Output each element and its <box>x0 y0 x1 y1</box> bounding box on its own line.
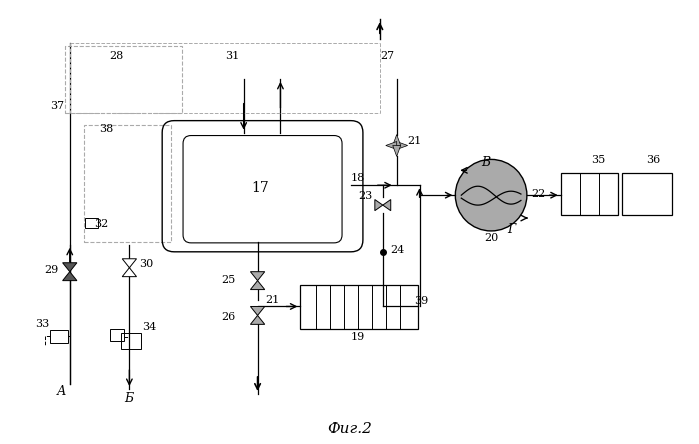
Polygon shape <box>393 146 401 156</box>
Text: 22: 22 <box>532 189 546 199</box>
Text: Г: Г <box>507 223 515 237</box>
Text: 35: 35 <box>591 155 605 165</box>
Text: 18: 18 <box>351 173 365 183</box>
Text: 30: 30 <box>139 259 153 269</box>
Bar <box>301 285 417 329</box>
Polygon shape <box>250 281 265 289</box>
Bar <box>84 125 171 242</box>
Text: 26: 26 <box>222 313 236 322</box>
Text: 19: 19 <box>351 332 365 342</box>
Text: 39: 39 <box>415 297 428 306</box>
Bar <box>561 173 619 215</box>
Polygon shape <box>383 199 391 210</box>
Polygon shape <box>250 272 265 281</box>
Text: 38: 38 <box>99 123 114 134</box>
Polygon shape <box>63 263 77 272</box>
Text: 29: 29 <box>45 265 59 275</box>
Bar <box>110 329 124 341</box>
Polygon shape <box>122 259 136 268</box>
Circle shape <box>455 159 527 231</box>
Polygon shape <box>397 142 408 150</box>
Text: 21: 21 <box>408 135 421 146</box>
Polygon shape <box>63 272 77 281</box>
Text: 34: 34 <box>142 322 157 333</box>
FancyBboxPatch shape <box>183 135 342 243</box>
Text: 33: 33 <box>35 319 49 329</box>
Text: В: В <box>482 156 491 169</box>
Text: 23: 23 <box>358 191 372 201</box>
Bar <box>122 333 141 349</box>
Text: 27: 27 <box>381 51 395 61</box>
Text: 20: 20 <box>484 233 498 243</box>
Bar <box>622 173 672 215</box>
Text: 37: 37 <box>50 101 64 111</box>
Text: 17: 17 <box>252 181 269 195</box>
Polygon shape <box>250 315 265 325</box>
Text: 21: 21 <box>266 294 280 305</box>
Text: Фиг.2: Фиг.2 <box>328 422 373 436</box>
Text: 32: 32 <box>94 219 108 229</box>
Bar <box>50 330 68 343</box>
Text: 25: 25 <box>222 275 236 285</box>
Bar <box>85 218 98 228</box>
Text: 36: 36 <box>646 155 661 165</box>
Text: 31: 31 <box>226 51 240 61</box>
Text: А: А <box>57 385 66 398</box>
Text: 24: 24 <box>391 245 405 255</box>
Text: Б: Б <box>124 392 133 405</box>
Bar <box>65 46 182 113</box>
Text: 28: 28 <box>109 51 124 61</box>
Polygon shape <box>393 135 401 146</box>
Polygon shape <box>250 306 265 315</box>
Polygon shape <box>122 268 136 277</box>
Polygon shape <box>386 142 397 150</box>
Polygon shape <box>375 199 383 210</box>
